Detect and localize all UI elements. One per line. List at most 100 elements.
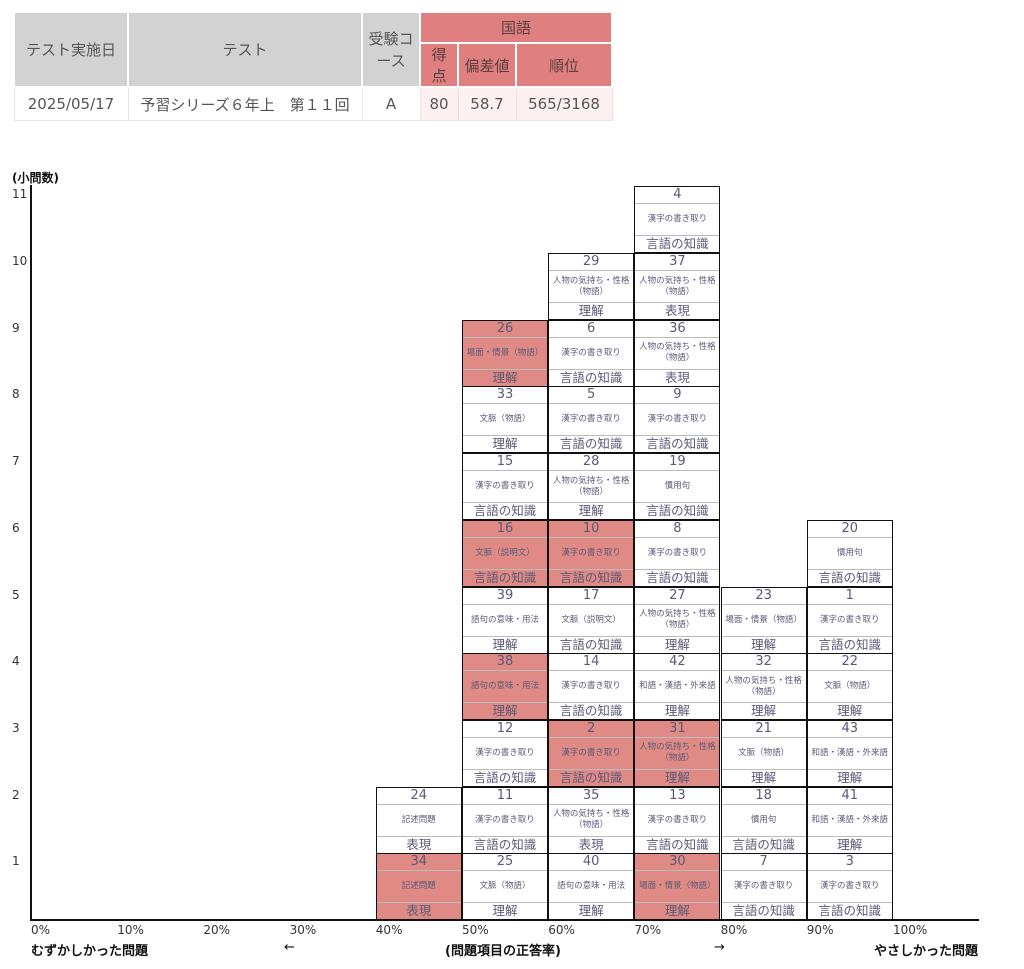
question-card: 23 場面・情景（物語） 理解 xyxy=(720,586,807,654)
cell-test: 予習シリーズ６年上 第１１回 xyxy=(127,86,363,121)
question-card: 35 人物の気持ち・性格（物語） 表現 xyxy=(548,786,635,854)
question-topic: 漢字の書き取り xyxy=(549,538,634,570)
question-card: 22 文脈（物語） 理解 xyxy=(806,653,893,721)
header-deviation: 偏差値 xyxy=(457,42,517,88)
question-card: 18 慣用句 言語の知識 xyxy=(720,786,807,854)
table-row: 2025/05/17 予習シリーズ６年上 第１１回 A 80 58.7 565/… xyxy=(13,86,613,121)
question-card: 32 人物の気持ち・性格（物語） 理解 xyxy=(720,653,807,721)
question-topic: 漢字の書き取り xyxy=(549,671,634,704)
x-tick-label: 60% xyxy=(548,923,575,937)
y-tick-label: 7 xyxy=(12,454,20,469)
question-card: 24 記述問題 表現 xyxy=(375,786,462,854)
question-category: 表現 xyxy=(664,303,690,318)
question-number: 41 xyxy=(807,788,892,805)
question-category: 言語の知識 xyxy=(559,436,623,452)
y-tick-label: 4 xyxy=(12,654,20,669)
question-number: 13 xyxy=(635,788,720,805)
question-category: 理解 xyxy=(751,769,777,785)
header-score: 得点 xyxy=(419,42,459,88)
question-topic: 漢字の書き取り xyxy=(549,404,634,437)
question-topic: 場面・情景（物語） xyxy=(635,871,720,904)
question-category: 理解 xyxy=(578,903,604,919)
question-card: 7 漢字の書き取り 言語の知識 xyxy=(720,853,807,921)
question-topic: 慣用句 xyxy=(721,805,806,837)
question-topic: 漢字の書き取り xyxy=(549,338,634,370)
question-category: 理解 xyxy=(492,436,518,452)
question-topic: 語句の意味・用法 xyxy=(549,871,634,904)
question-category: 理解 xyxy=(664,769,690,785)
question-number: 26 xyxy=(463,321,547,338)
question-category: 理解 xyxy=(837,703,863,719)
question-card: 38 語句の意味・用法 理解 xyxy=(462,653,548,721)
question-number: 22 xyxy=(807,654,892,672)
question-number: 16 xyxy=(463,521,547,538)
question-number: 15 xyxy=(463,454,547,472)
y-tick-label: 6 xyxy=(12,520,20,535)
question-category: 言語の知識 xyxy=(559,769,623,785)
question-category: 言語の知識 xyxy=(646,836,709,852)
cell-deviation: 58.7 xyxy=(457,86,517,121)
question-card: 2 漢字の書き取り 言語の知識 xyxy=(548,719,635,787)
question-number: 39 xyxy=(463,588,547,605)
question-topic: 文脈（物語） xyxy=(463,404,547,437)
question-card: 34 記述問題 表現 xyxy=(375,853,462,921)
question-topic: 漢字の書き取り xyxy=(721,871,806,904)
question-card: 39 語句の意味・用法 理解 xyxy=(462,586,548,654)
question-topic: 文脈（物語） xyxy=(721,738,806,770)
question-topic: 人物の気持ち・性格（物語） xyxy=(635,738,720,770)
question-number: 34 xyxy=(376,854,461,872)
question-category: 理解 xyxy=(578,303,604,318)
question-category: 理解 xyxy=(578,503,604,519)
question-number: 38 xyxy=(463,654,547,672)
y-tick-label: 3 xyxy=(12,720,20,735)
question-topic: 場面・情景（物語） xyxy=(721,605,806,637)
header-subject: 国語 xyxy=(419,11,613,44)
question-card: 21 文脈（物語） 理解 xyxy=(720,719,807,787)
question-category: 言語の知識 xyxy=(732,903,795,919)
question-number: 29 xyxy=(549,254,634,271)
question-card: 4 漢字の書き取り 言語の知識 xyxy=(634,186,721,254)
question-category: 言語の知識 xyxy=(559,369,623,385)
question-topic: 漢字の書き取り xyxy=(463,738,547,770)
question-category: 言語の知識 xyxy=(473,569,537,585)
question-number: 33 xyxy=(463,387,547,405)
score-table: テスト実施日 テスト 受験コース 国語 得点 偏差値 順位 2025/05/17… xyxy=(13,11,613,121)
question-card: 28 人物の気持ち・性格（物語） 理解 xyxy=(548,453,635,521)
question-card: 25 文脈（物語） 理解 xyxy=(462,853,548,921)
hard-label: むずかしかった問題 xyxy=(31,944,149,959)
question-category: 表現 xyxy=(406,836,432,852)
question-number: 36 xyxy=(635,321,720,338)
question-category: 言語の知識 xyxy=(646,569,709,585)
question-number: 3 xyxy=(807,854,892,872)
question-topic: 場面・情景（物語） xyxy=(463,338,547,370)
question-topic: 漢字の書き取り xyxy=(807,605,892,637)
x-tick-label: 50% xyxy=(462,923,489,937)
question-topic: 人物の気持ち・性格（物語） xyxy=(721,671,806,704)
question-card: 37 人物の気持ち・性格（物語） 表現 xyxy=(634,253,721,320)
question-topic: 記述問題 xyxy=(376,805,461,837)
question-number: 40 xyxy=(549,854,634,872)
question-topic: 人物の気持ち・性格（物語） xyxy=(635,271,720,303)
question-topic: 漢字の書き取り xyxy=(807,871,892,904)
question-number: 37 xyxy=(635,254,720,271)
question-card: 10 漢字の書き取り 言語の知識 xyxy=(548,519,635,587)
x-tick-label: 100% xyxy=(893,923,928,937)
cell-date: 2025/05/17 xyxy=(13,86,129,121)
right-arrow: → xyxy=(714,940,725,955)
question-number: 32 xyxy=(721,654,806,672)
question-category: 言語の知識 xyxy=(646,236,709,252)
question-number: 5 xyxy=(549,387,634,405)
question-card: 14 漢字の書き取り 言語の知識 xyxy=(548,653,635,721)
question-category: 言語の知識 xyxy=(473,769,537,785)
question-topic: 人物の気持ち・性格（物語） xyxy=(549,471,634,504)
question-card: 20 慣用句 言語の知識 xyxy=(806,519,893,587)
question-topic: 漢字の書き取り xyxy=(635,404,720,437)
question-number: 17 xyxy=(549,588,634,605)
question-card: 6 漢字の書き取り 言語の知識 xyxy=(548,319,635,387)
question-number: 31 xyxy=(635,721,720,738)
cell-course: A xyxy=(361,86,421,121)
cell-score: 80 xyxy=(419,86,459,121)
question-card: 12 漢字の書き取り 言語の知識 xyxy=(462,719,548,787)
question-number: 18 xyxy=(721,788,806,805)
question-category: 表現 xyxy=(664,369,690,385)
